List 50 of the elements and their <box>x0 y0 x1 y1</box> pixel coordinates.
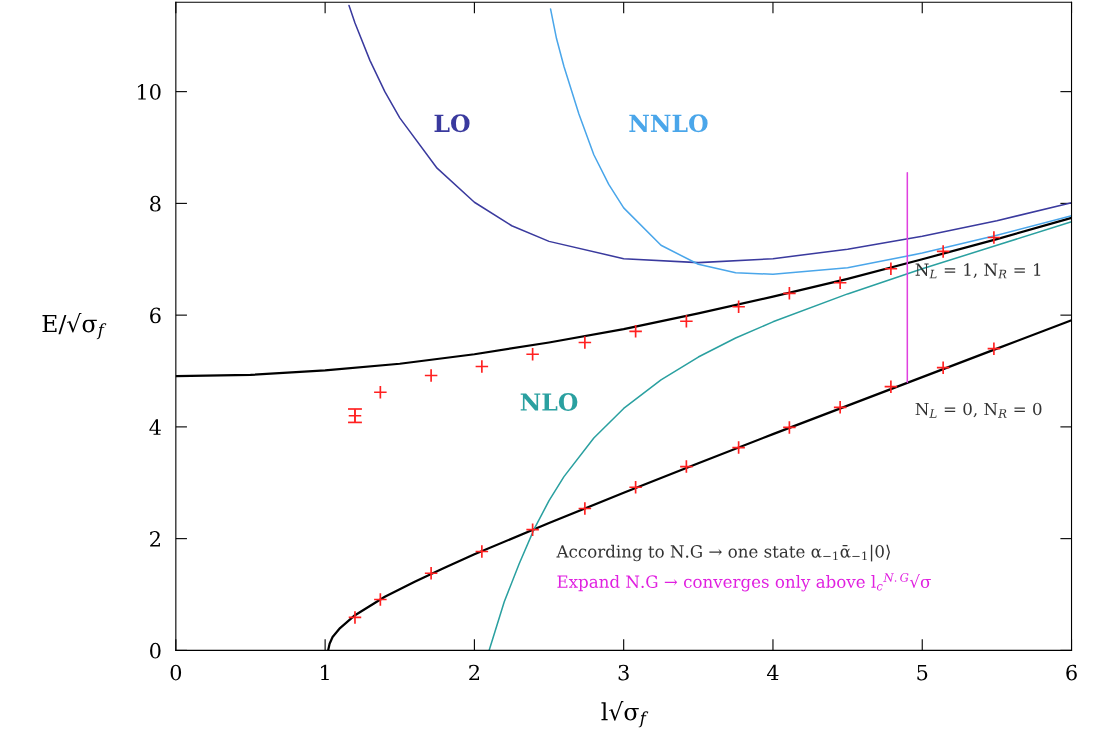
line-series <box>488 221 1072 651</box>
x-tick-label: 2 <box>469 664 479 681</box>
y-tick-label: 0 <box>150 642 161 659</box>
point <box>577 501 592 516</box>
point <box>474 359 489 374</box>
point <box>628 480 643 495</box>
point <box>986 341 1001 356</box>
point <box>628 324 643 339</box>
point <box>424 368 439 383</box>
series-label: NLO <box>520 393 578 411</box>
series-label: NNLO <box>629 114 708 133</box>
y-tick-label: 6 <box>150 307 161 324</box>
y-tick-label: 8 <box>150 195 161 212</box>
x-tick-label: 0 <box>170 664 182 681</box>
point <box>833 400 848 415</box>
point <box>577 335 592 350</box>
point <box>936 360 951 375</box>
point <box>424 566 439 581</box>
line-series <box>348 4 1072 264</box>
point <box>474 544 489 559</box>
x-tick-label: 6 <box>1066 664 1077 681</box>
point <box>782 420 797 435</box>
x-tick-label: 1 <box>321 664 329 681</box>
y-tick-label: 4 <box>149 419 161 435</box>
point <box>731 299 746 314</box>
point <box>782 286 797 301</box>
y-tick-label: 2 <box>150 531 160 547</box>
series-label: LO <box>434 114 470 133</box>
point <box>679 459 694 474</box>
point <box>833 275 848 290</box>
point <box>525 347 540 362</box>
y-tick-label: 10 <box>137 84 161 100</box>
point <box>679 314 694 329</box>
annotation: N$_{L}$ = 0, N$_{R}$ = 0 <box>915 402 1042 418</box>
y-axis-title: E/√σ$_{f}$ <box>42 312 107 340</box>
point <box>986 230 1001 245</box>
x-tick-label: 4 <box>766 664 779 681</box>
point <box>883 379 898 394</box>
annotation: According to N.G → one state α$_{−1}$ᾱ$_{−1}$|0⟩ <box>556 544 890 562</box>
annotation: Expand N.G → converges only above l$_{c}$$^{N.G}$√σ <box>557 573 931 592</box>
point <box>883 261 898 276</box>
point <box>936 244 951 259</box>
point <box>373 592 388 607</box>
point <box>525 522 540 537</box>
point <box>731 440 746 455</box>
x-tick-label: 5 <box>917 664 928 681</box>
point <box>347 610 363 625</box>
x-tick-label: 3 <box>618 664 629 681</box>
point <box>373 385 388 400</box>
x-axis-title: l√σ$_{f}$ <box>601 701 649 728</box>
